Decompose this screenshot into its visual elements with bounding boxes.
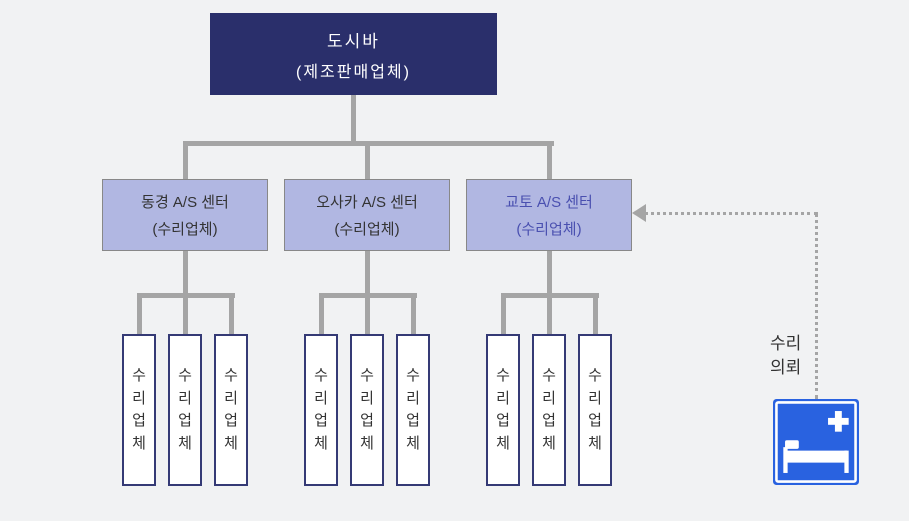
conn-root-to-l2-2 <box>365 141 370 179</box>
leaf-char: 체 <box>132 433 146 456</box>
leaf-char: 업 <box>314 410 328 433</box>
leaf-node: 수리업체 <box>168 334 202 486</box>
conn-l3-1-a <box>137 293 142 334</box>
leaf-node: 수리업체 <box>396 334 430 486</box>
conn-root-to-l2-1 <box>183 141 188 179</box>
l2-node-tokyo: 동경 A/S 센터 (수리업체) <box>102 179 268 251</box>
l2-node-kyoto: 교토 A/S 센터 (수리업체) <box>466 179 632 251</box>
leaf-char: 리 <box>360 388 374 411</box>
conn-l2-3-down <box>547 251 552 293</box>
root-node: 도시바 (제조판매업체) <box>210 13 497 95</box>
leaf-char: 업 <box>132 410 146 433</box>
leaf-char: 수 <box>406 365 420 388</box>
leaf-node: 수리업체 <box>304 334 338 486</box>
leaf-char: 업 <box>224 410 238 433</box>
request-label-line2: 의뢰 <box>770 356 801 380</box>
leaf-char: 체 <box>542 433 556 456</box>
conn-l2-1-down <box>183 251 188 293</box>
conn-root-to-l2-3 <box>547 141 552 179</box>
conn-l3-1-c <box>229 293 234 334</box>
conn-l3-1-b <box>183 293 188 334</box>
l2-title: 동경 A/S 센터 <box>103 191 267 212</box>
root-title: 도시바 <box>210 27 497 52</box>
leaf-char: 체 <box>360 433 374 456</box>
leaf-node: 수리업체 <box>122 334 156 486</box>
conn-l3-2-b <box>365 293 370 334</box>
request-label: 수리 의뢰 <box>770 332 801 380</box>
conn-l2-2-down <box>365 251 370 293</box>
leaf-char: 수 <box>314 365 328 388</box>
conn-l3-3-b <box>547 293 552 334</box>
leaf-char: 리 <box>314 388 328 411</box>
l2-subtitle: (수리업체) <box>103 218 267 239</box>
leaf-char: 업 <box>406 410 420 433</box>
leaf-char: 체 <box>496 433 510 456</box>
request-label-line1: 수리 <box>770 332 801 356</box>
leaf-char: 리 <box>588 388 602 411</box>
hospital-icon <box>773 399 859 485</box>
leaf-char: 업 <box>360 410 374 433</box>
leaf-char: 체 <box>588 433 602 456</box>
leaf-node: 수리업체 <box>578 334 612 486</box>
l2-node-osaka: 오사카 A/S 센터 (수리업체) <box>284 179 450 251</box>
leaf-char: 체 <box>178 433 192 456</box>
leaf-char: 업 <box>496 410 510 433</box>
leaf-char: 수 <box>224 365 238 388</box>
l2-title: 오사카 A/S 센터 <box>285 191 449 212</box>
request-dashed-h <box>644 212 818 215</box>
root-subtitle: (제조판매업체) <box>210 58 497 82</box>
conn-root-down <box>351 95 356 141</box>
leaf-node: 수리업체 <box>532 334 566 486</box>
leaf-char: 수 <box>496 365 510 388</box>
l2-subtitle: (수리업체) <box>467 218 631 239</box>
l2-title: 교토 A/S 센터 <box>467 191 631 212</box>
leaf-char: 체 <box>406 433 420 456</box>
conn-l3-2-a <box>319 293 324 334</box>
leaf-char: 리 <box>178 388 192 411</box>
leaf-char: 업 <box>542 410 556 433</box>
leaf-char: 수 <box>132 365 146 388</box>
leaf-char: 체 <box>224 433 238 456</box>
leaf-char: 리 <box>132 388 146 411</box>
conn-l3-3-a <box>501 293 506 334</box>
leaf-char: 리 <box>224 388 238 411</box>
l2-subtitle: (수리업체) <box>285 218 449 239</box>
conn-l3-3-c <box>593 293 598 334</box>
leaf-node: 수리업체 <box>486 334 520 486</box>
leaf-char: 업 <box>588 410 602 433</box>
leaf-char: 수 <box>360 365 374 388</box>
leaf-char: 수 <box>588 365 602 388</box>
leaf-char: 리 <box>496 388 510 411</box>
leaf-node: 수리업체 <box>350 334 384 486</box>
leaf-char: 리 <box>406 388 420 411</box>
request-dashed-v <box>815 213 818 399</box>
leaf-node: 수리업체 <box>214 334 248 486</box>
conn-l3-2-c <box>411 293 416 334</box>
leaf-char: 업 <box>178 410 192 433</box>
leaf-char: 수 <box>542 365 556 388</box>
leaf-char: 체 <box>314 433 328 456</box>
request-arrowhead-icon <box>632 204 646 222</box>
leaf-char: 리 <box>542 388 556 411</box>
leaf-char: 수 <box>178 365 192 388</box>
